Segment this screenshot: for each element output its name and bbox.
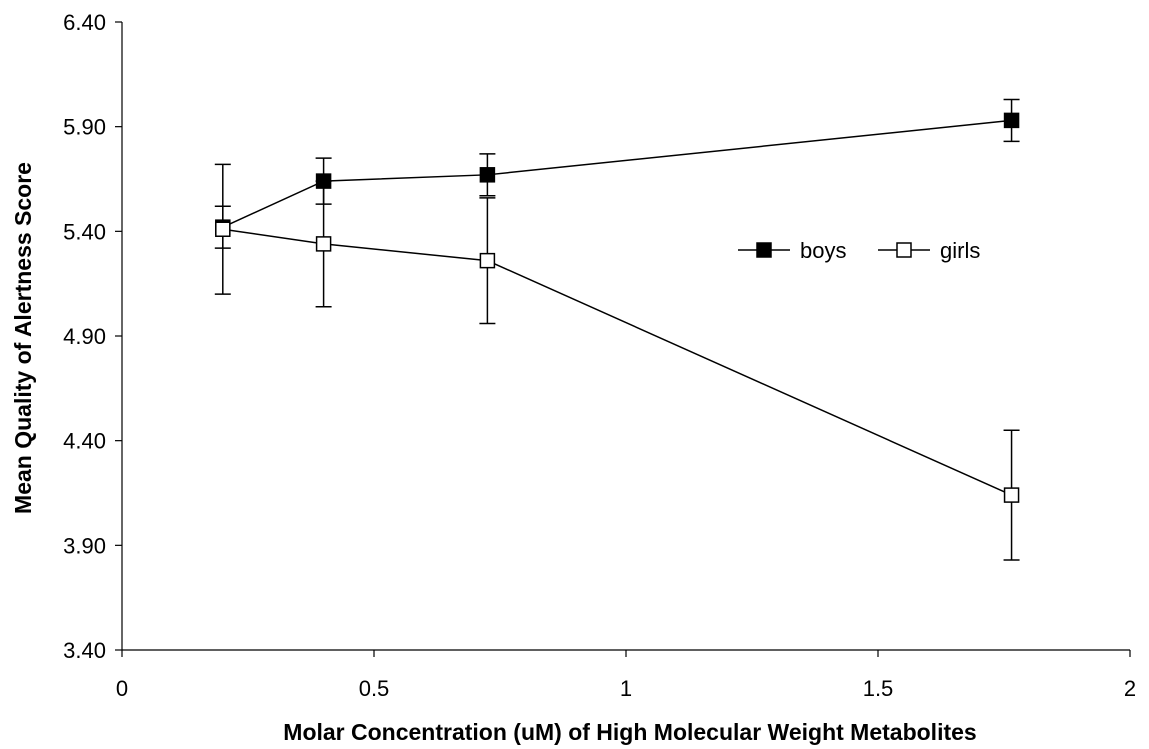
x-axis-title: Molar Concentration (uM) of High Molecul…: [283, 719, 976, 745]
axes: [121, 22, 1130, 651]
boys-point: [479, 167, 496, 183]
girls-point: [1003, 487, 1020, 503]
series-girls: [214, 163, 1020, 561]
legend-label: boys: [800, 238, 846, 263]
x-tick-label: 1: [620, 676, 632, 701]
legend-item-girls: girls: [878, 238, 980, 263]
girls-point: [215, 221, 231, 237]
boys-line: [222, 119, 1012, 228]
girls-point: [479, 252, 496, 269]
series-boys: [214, 98, 1020, 249]
y-tick-label: 4.40: [63, 429, 106, 454]
plot-area: [214, 98, 1020, 561]
boys-point: [1003, 112, 1020, 129]
y-tick-label: 5.40: [63, 219, 106, 244]
legend-label: girls: [940, 238, 980, 263]
legend-marker: [756, 242, 772, 258]
x-axis-ticks: 0 0.5 1 1.5 2: [116, 650, 1136, 701]
y-tick-label: 6.40: [63, 10, 106, 35]
x-tick-label: 0: [116, 676, 128, 701]
x-tick-label: 2: [1124, 676, 1136, 701]
y-tick-label: 3.40: [63, 638, 106, 663]
y-axis-title: Mean Quality of Alertness Score: [10, 162, 36, 514]
y-tick-label: 3.90: [63, 533, 106, 558]
girls-point: [315, 236, 332, 252]
y-tick-label: 4.90: [63, 324, 106, 349]
legend-item-boys: boys: [738, 238, 846, 263]
x-tick-label: 1.5: [863, 676, 894, 701]
girls-line: [222, 228, 1012, 496]
legend: boys girls: [738, 238, 980, 263]
x-tick-label: 0.5: [359, 676, 390, 701]
y-axis-ticks: 3.40 3.90 4.40 4.90 5.40 5.90 6.40: [63, 10, 122, 663]
y-tick-label: 5.90: [63, 115, 106, 140]
legend-marker: [896, 242, 912, 258]
